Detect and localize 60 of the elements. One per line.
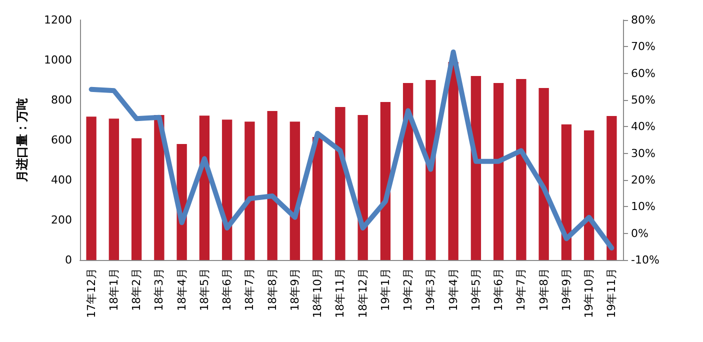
bar bbox=[516, 79, 526, 260]
x-tick-label: 18年12月 bbox=[356, 268, 370, 318]
y-axis-title: 月进口量：万吨 bbox=[15, 98, 29, 183]
y-tick-label: 0 bbox=[65, 254, 72, 266]
x-tick-label: 19年10月 bbox=[582, 268, 596, 318]
bar bbox=[606, 116, 617, 260]
y-tick-label: 1200 bbox=[44, 14, 72, 26]
x-tick-label: 19年5月 bbox=[469, 268, 482, 311]
y-tick-label: 600 bbox=[51, 134, 72, 146]
y-tick-label: 800 bbox=[51, 94, 72, 106]
x-tick-label: 19年7月 bbox=[514, 268, 528, 311]
x-tick-label: 19年11月 bbox=[605, 268, 618, 318]
x-tick-label: 18年5月 bbox=[198, 268, 211, 311]
bar bbox=[222, 120, 232, 260]
y2-tick-label: 40% bbox=[631, 120, 656, 134]
x-tick-label: 18年10月 bbox=[311, 268, 324, 318]
bar bbox=[470, 76, 482, 260]
y2-tick-label: 0% bbox=[631, 226, 648, 240]
y2-tick-label: 20% bbox=[631, 174, 656, 186]
bar bbox=[131, 138, 142, 260]
x-tick-label: 19年2月 bbox=[402, 268, 415, 311]
bar bbox=[584, 130, 594, 260]
x-tick-label: 18年3月 bbox=[152, 268, 166, 311]
bar bbox=[561, 124, 572, 260]
x-tick-label: 18年11月 bbox=[334, 268, 347, 318]
x-tick-label: 18年4月 bbox=[175, 268, 188, 311]
x-tick-label: 18年7月 bbox=[243, 268, 256, 311]
x-tick-label: 18年1月 bbox=[107, 268, 120, 311]
bar bbox=[108, 118, 120, 260]
x-tick-label: 19年8月 bbox=[537, 268, 550, 311]
y2-tick-label: 60% bbox=[631, 66, 656, 80]
x-tick-label: 19年1月 bbox=[378, 268, 392, 311]
x-tick-label: 18年8月 bbox=[266, 268, 279, 311]
y-tick-label: 1000 bbox=[44, 54, 72, 66]
x-tick-label: 19年4月 bbox=[446, 268, 460, 311]
bar bbox=[358, 115, 368, 260]
y-tick-label: 400 bbox=[51, 174, 72, 186]
bar bbox=[86, 116, 96, 260]
y2-tick-label: 10% bbox=[631, 200, 656, 214]
x-tick-label: 18年6月 bbox=[220, 268, 234, 311]
x-tick-label: 17年12月 bbox=[84, 268, 98, 318]
bar bbox=[335, 107, 346, 260]
bar bbox=[267, 111, 278, 260]
y2-tick-label: 50% bbox=[631, 94, 656, 106]
y2-tick-label: -10% bbox=[631, 254, 660, 266]
bar bbox=[493, 83, 504, 260]
bar bbox=[538, 88, 549, 260]
x-tick-label: 18年2月 bbox=[130, 268, 144, 311]
y2-tick-label: 80% bbox=[631, 14, 656, 26]
x-tick-label: 18年9月 bbox=[288, 268, 302, 311]
x-tick-label: 19年9月 bbox=[560, 268, 573, 311]
bar bbox=[448, 62, 458, 260]
bar bbox=[312, 137, 323, 260]
y2-tick-label: 70% bbox=[631, 40, 656, 54]
y2-tick-label: 30% bbox=[631, 146, 656, 160]
x-tick-label: 19年3月 bbox=[424, 268, 438, 311]
bar bbox=[244, 122, 255, 260]
y-tick-label: 200 bbox=[51, 214, 72, 226]
bar bbox=[154, 115, 164, 260]
x-tick-label: 19年6月 bbox=[492, 268, 506, 311]
